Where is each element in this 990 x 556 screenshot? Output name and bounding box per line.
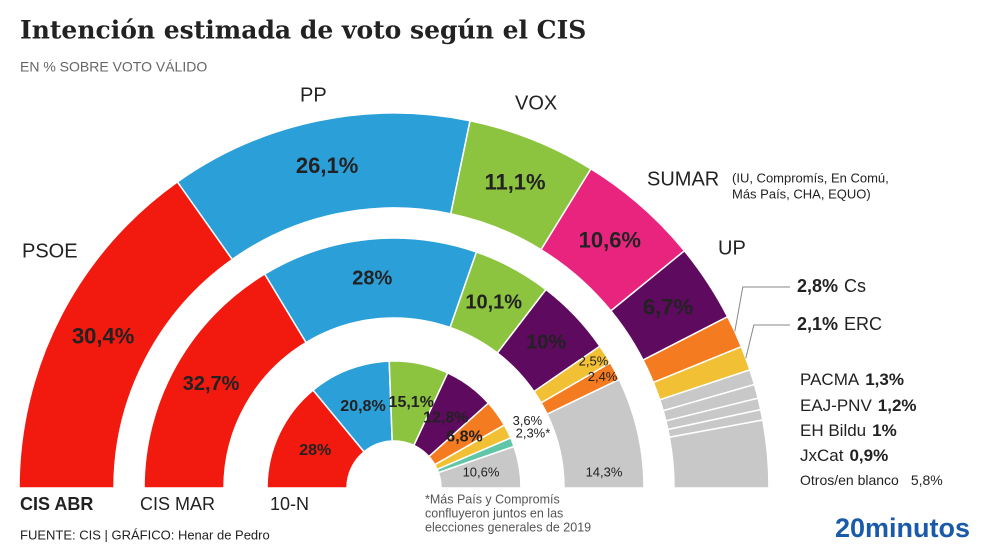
value-label: 6,8% xyxy=(446,428,482,445)
value-label: 2,8% xyxy=(797,276,838,296)
leader-line xyxy=(734,286,790,332)
value-label: 28% xyxy=(352,267,392,289)
value-label: 32,7% xyxy=(183,373,240,395)
donut-segment xyxy=(546,378,645,489)
legend-entry: 2,8% Cs xyxy=(797,276,866,296)
donut-segment xyxy=(176,112,471,261)
category-label: ERC xyxy=(844,314,882,334)
legend-entry: JxCat 0,9% xyxy=(800,446,888,465)
ring-label: CIS MAR xyxy=(140,494,215,514)
donut-segment xyxy=(437,445,522,489)
legend-entry: EH Bildu 1% xyxy=(800,421,897,440)
chart-subtitle: EN % SOBRE VOTO VÁLIDO xyxy=(20,59,207,75)
leader-line xyxy=(745,324,790,359)
value-label: 30,4% xyxy=(72,323,134,348)
category-label: Otros/en blanco xyxy=(800,472,899,488)
footnote: *Más País y Compromís xyxy=(425,492,560,506)
donut-segment xyxy=(668,419,770,489)
category-label: SUMAR xyxy=(647,168,719,190)
value-label: 3,6% xyxy=(513,413,543,428)
logo: 20minutos xyxy=(835,513,970,543)
chart-title: Intención estimada de voto según el CIS xyxy=(20,16,586,45)
category-label: VOX xyxy=(515,92,557,114)
value-label: 1,2% xyxy=(878,396,917,415)
value-label: 2,1% xyxy=(797,314,838,334)
category-label: PP xyxy=(300,84,327,106)
value-label: 2,4% xyxy=(588,369,618,384)
footnote: elecciones generales de 2019 xyxy=(425,520,591,534)
category-label: JxCat xyxy=(800,446,844,465)
value-label: 15,1% xyxy=(389,394,434,411)
value-label: 10,1% xyxy=(465,291,522,313)
legend-entry: EAJ-PNV 1,2% xyxy=(800,396,917,415)
value-label: 5,8% xyxy=(911,472,943,488)
legend-entry: PACMA 1,3% xyxy=(800,370,904,389)
sumar-note: (IU, Compromís, En Comú, xyxy=(732,170,889,185)
category-label: Cs xyxy=(844,276,866,296)
value-label: 14,3% xyxy=(586,464,623,479)
category-label: EH Bildu xyxy=(800,421,866,440)
value-label: 2,3%* xyxy=(516,426,551,441)
category-label: UP xyxy=(718,237,746,259)
value-label: 1% xyxy=(872,421,897,440)
category-label: EAJ-PNV xyxy=(800,396,872,415)
value-label: 10% xyxy=(526,332,566,354)
donut-segment xyxy=(263,237,478,344)
value-label: 0,9% xyxy=(849,446,888,465)
value-label: 10,6% xyxy=(579,227,641,252)
ring-label: 10-N xyxy=(270,494,309,514)
value-label: 12,8% xyxy=(423,409,468,426)
ring-label: CIS ABR xyxy=(20,494,93,514)
category-label: PSOE xyxy=(22,240,78,262)
source: FUENTE: CIS | GRÁFICO: Henar de Pedro xyxy=(20,527,270,542)
value-label: 20,8% xyxy=(340,398,385,415)
footnote: confluyeron juntos en las xyxy=(425,506,563,520)
value-label: 26,1% xyxy=(296,153,358,178)
legend-entry: Otros/en blanco 5,8% xyxy=(800,472,943,488)
legend-entry: 2,1% ERC xyxy=(797,314,882,334)
sumar-note: Más País, CHA, EQUO) xyxy=(732,186,871,201)
value-label: 10,6% xyxy=(463,464,500,479)
value-label: 1,3% xyxy=(865,370,904,389)
category-label: PACMA xyxy=(800,370,860,389)
value-label: 28% xyxy=(299,442,331,459)
value-label: 2,5% xyxy=(579,353,609,368)
value-label: 6,7% xyxy=(643,294,693,319)
value-label: 11,1% xyxy=(484,170,545,195)
